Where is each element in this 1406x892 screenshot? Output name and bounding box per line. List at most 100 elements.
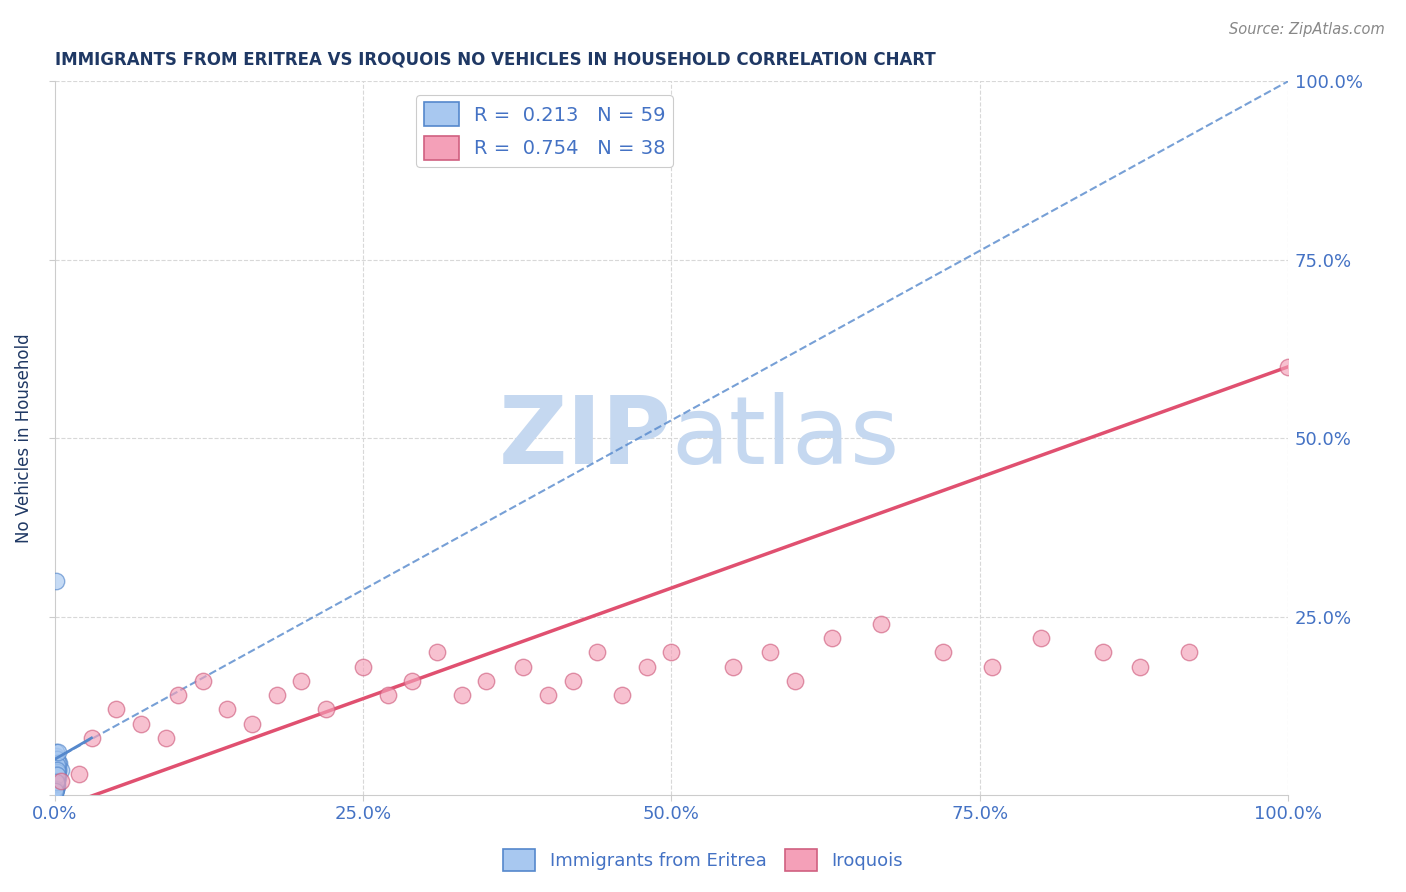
Text: Source: ZipAtlas.com: Source: ZipAtlas.com: [1229, 22, 1385, 37]
Point: [46, 763, 69, 777]
Point: [45, 765, 67, 780]
Legend: Immigrants from Eritrea, Iroquois: Immigrants from Eritrea, Iroquois: [496, 842, 910, 879]
Point: [46, 766, 69, 780]
Point: [931, 645, 953, 659]
Point: [44, 780, 66, 795]
Point: [48, 756, 70, 770]
Point: [44, 780, 66, 794]
Point: [44, 780, 66, 795]
Point: [45, 574, 67, 588]
Point: [44, 781, 66, 796]
Point: [46, 752, 69, 766]
Point: [49, 763, 72, 777]
Point: [450, 688, 472, 702]
Point: [561, 673, 583, 688]
Point: [44, 779, 66, 793]
Point: [610, 688, 633, 702]
Point: [45, 773, 67, 788]
Point: [155, 731, 177, 745]
Point: [191, 673, 214, 688]
Point: [44, 773, 66, 788]
Point: [46, 763, 69, 777]
Point: [67, 766, 90, 780]
Point: [217, 702, 239, 716]
Point: [45, 782, 67, 797]
Point: [783, 673, 806, 688]
Point: [46, 768, 69, 782]
Text: IMMIGRANTS FROM ERITREA VS IROQUOIS NO VEHICLES IN HOUSEHOLD CORRELATION CHART: IMMIGRANTS FROM ERITREA VS IROQUOIS NO V…: [55, 51, 935, 69]
Point: [45, 748, 67, 763]
Point: [45, 780, 67, 794]
Point: [44, 785, 66, 799]
Point: [46, 745, 69, 759]
Point: [44, 780, 66, 794]
Point: [46, 763, 69, 777]
Point: [45, 758, 67, 772]
Point: [377, 688, 399, 702]
Point: [129, 716, 152, 731]
Point: [45, 777, 67, 791]
Point: [45, 773, 67, 788]
Point: [45, 761, 67, 775]
Point: [44, 784, 66, 798]
Text: ZIP: ZIP: [498, 392, 671, 484]
Point: [1129, 659, 1152, 673]
Point: [45, 775, 67, 789]
Point: [426, 645, 449, 659]
Point: [44, 784, 66, 798]
Point: [721, 659, 744, 673]
Point: [45, 773, 67, 788]
Point: [352, 659, 374, 673]
Point: [1091, 645, 1114, 659]
Point: [820, 631, 842, 645]
Point: [401, 673, 423, 688]
Point: [44, 774, 66, 789]
Point: [45, 768, 67, 782]
Point: [44, 775, 66, 789]
Point: [44, 784, 66, 798]
Point: [49, 773, 72, 788]
Point: [45, 772, 67, 786]
Point: [475, 673, 498, 688]
Point: [44, 777, 66, 791]
Point: [80, 731, 103, 745]
Point: [290, 673, 312, 688]
Point: [537, 688, 560, 702]
Point: [44, 781, 66, 796]
Point: [659, 645, 682, 659]
Point: [1178, 645, 1201, 659]
Point: [266, 688, 288, 702]
Point: [980, 659, 1002, 673]
Point: [46, 756, 69, 770]
Point: [44, 780, 66, 795]
Point: [1031, 631, 1053, 645]
Point: [44, 778, 66, 792]
Point: [44, 784, 66, 798]
Point: [636, 659, 658, 673]
Point: [45, 745, 67, 759]
Point: [45, 772, 67, 786]
Point: [44, 776, 66, 790]
Point: [46, 765, 69, 780]
Text: atlas: atlas: [671, 392, 900, 484]
Point: [45, 768, 67, 782]
Point: [45, 766, 67, 780]
Point: [45, 775, 67, 789]
Point: [240, 716, 263, 731]
Point: [315, 702, 337, 716]
Point: [45, 771, 67, 785]
Point: [46, 770, 69, 784]
Point: [586, 645, 609, 659]
Point: [44, 780, 66, 795]
Point: [44, 783, 66, 797]
Point: [759, 645, 782, 659]
Legend: R =  0.213   N = 59, R =  0.754   N = 38: R = 0.213 N = 59, R = 0.754 N = 38: [416, 95, 673, 168]
Point: [45, 770, 67, 784]
Point: [44, 782, 66, 797]
Point: [44, 786, 66, 800]
Point: [45, 770, 67, 784]
Point: [870, 616, 893, 631]
Point: [105, 702, 128, 716]
Point: [45, 780, 67, 795]
Y-axis label: No Vehicles in Household: No Vehicles in Household: [15, 334, 32, 543]
